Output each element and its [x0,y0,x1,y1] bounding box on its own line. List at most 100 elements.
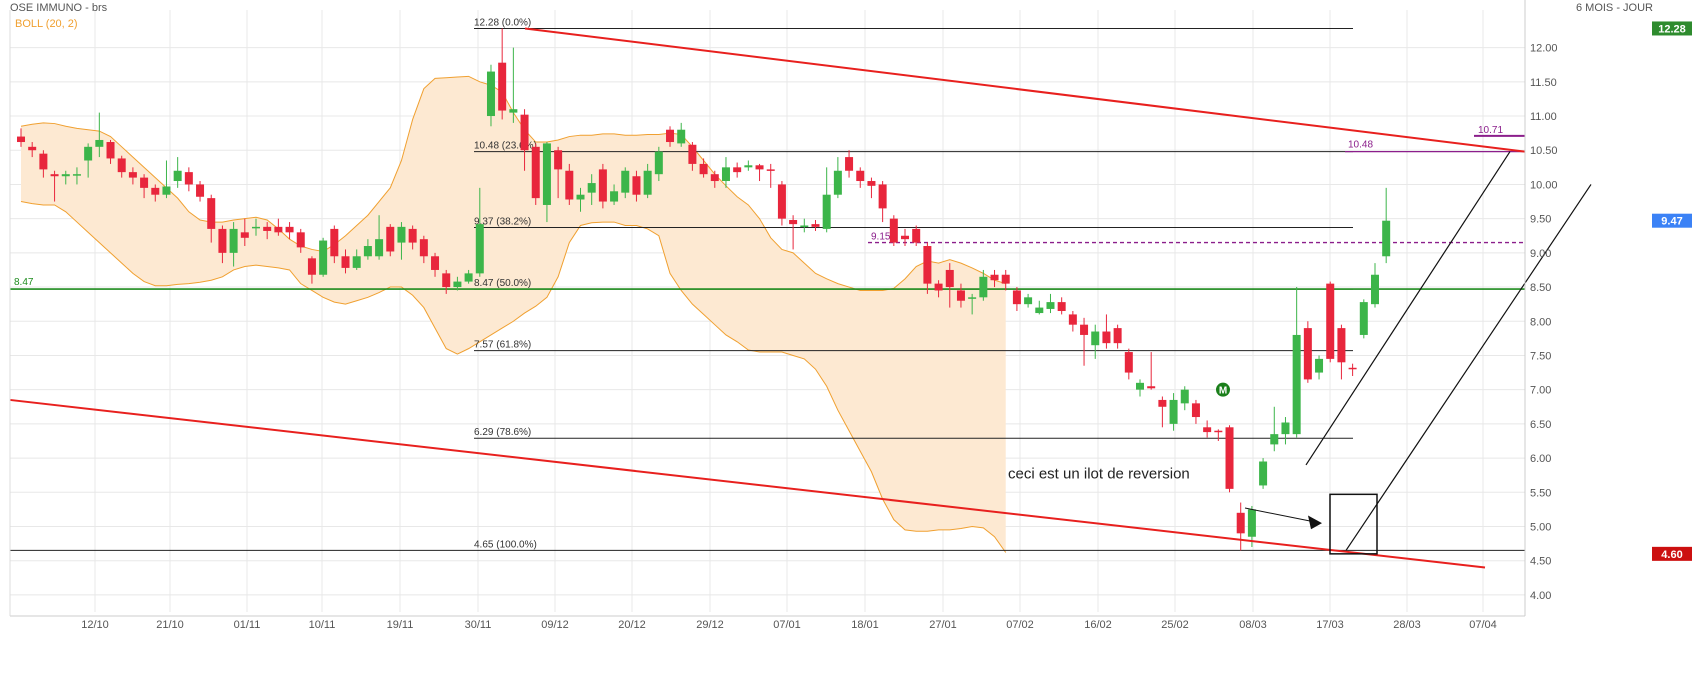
x-tick-label: 17/03 [1316,619,1344,631]
candle-body [677,129,686,144]
candle-body [621,170,630,193]
candle-body [173,170,182,182]
period-selector[interactable]: 6 MOIS - JOUR [1575,2,1653,14]
candle-body [833,170,842,195]
x-tick-label: 07/04 [1469,619,1497,631]
x-tick-label: 12/10 [81,619,109,631]
price-levels: 8.47 9.15 10.48 10.71 [10,125,1525,290]
candle-body [990,274,999,281]
candle-body [419,239,428,257]
candle-body [1236,512,1245,534]
x-tick-label: 28/03 [1393,619,1421,631]
y-tick-label: 7.00 [1530,385,1551,397]
y-tick-label: 9.50 [1530,214,1551,226]
signal-marker-label: M [1219,386,1227,397]
candle-body [576,194,585,200]
candle-body [945,269,954,288]
x-tick-label: 18/01 [851,619,879,631]
indicator-label: BOLL (20, 2) [15,18,78,30]
candle-body [1247,509,1256,537]
x-tick-label: 25/02 [1161,619,1189,631]
price-tag-low-label: 4.60 [1661,549,1682,561]
candle-body [498,62,507,111]
candle-body [1281,422,1290,435]
candle-body [610,191,619,202]
candle-body [453,281,462,288]
fib-label: 12.28 (0.0%) [474,17,531,28]
candle-body [285,226,294,233]
candle-body [845,157,854,171]
candle-body [1158,399,1167,407]
candle-body [822,194,831,229]
y-tick-label: 4.50 [1530,556,1551,568]
candle-body [889,218,898,243]
candle-body [1191,403,1200,418]
candle-body [375,239,384,257]
candle-body [643,170,652,195]
candle-body [1035,307,1044,314]
candle-body [1225,427,1234,489]
x-tick-label: 09/12 [541,619,569,631]
candle-body [531,146,540,199]
candle-body [956,290,965,301]
fib-label: 4.65 (100.0%) [474,539,537,550]
dashed-level-label: 9.15 [871,232,891,243]
candle-body [923,246,932,284]
x-tick-label: 07/02 [1006,619,1034,631]
candle-body [1214,430,1223,433]
candle-body [632,176,641,195]
fib-label: 9.37 (38.2%) [474,217,531,228]
candle-body [811,224,820,227]
candle-body [1169,399,1178,424]
candle-body [162,186,171,195]
y-tick-label: 9.00 [1530,248,1551,260]
candle-body [330,228,339,257]
candle-body [856,170,865,182]
candle-body [307,258,316,275]
axes: 4.00 4.50 5.00 5.50 6.00 6.50 7.00 7.50 8.00 8.50… [9,0,1692,631]
candle-body [979,276,988,298]
candle-body [1102,331,1111,344]
candle-body [352,256,361,268]
candle-body [789,220,798,225]
candle-body [431,256,440,270]
candle-body [666,129,675,143]
candle-body [296,232,305,248]
candle-body [733,167,742,173]
support-label: 8.47 [14,277,34,288]
candle-body [1113,328,1122,344]
candle-body [1180,389,1189,404]
candle-body [39,153,48,170]
candle-body [699,163,708,175]
candle-body [140,177,149,188]
x-tick-label: 16/02 [1084,619,1112,631]
candle-body [912,228,921,243]
candle-body [218,228,227,253]
channel-line-lower [1345,184,1592,551]
candle-body [1001,274,1010,284]
y-tick-label: 11.00 [1530,111,1557,123]
annotation-arrow [1244,507,1311,522]
candle-body [274,226,283,233]
candle-body [341,256,350,268]
candle-body [1124,352,1133,373]
bollinger-lower [20,201,1007,553]
y-tick-label: 5.00 [1530,521,1551,533]
candle-body [1203,427,1212,433]
candle-body [542,143,551,205]
candle-body [1012,290,1021,305]
candle-body [50,174,59,177]
candle-body [263,226,272,231]
candle-body [1136,382,1144,390]
candle-body [319,240,328,275]
signal-marker [1216,382,1230,397]
lower-trendline [9,398,1486,569]
candle-body [486,71,495,117]
candle-body [565,170,574,200]
candle-body [766,169,775,171]
candle-body [554,150,563,170]
annotation-text: ceci est un ilot de reversion [1008,466,1190,483]
candle-body [408,228,417,243]
candle-body [17,136,25,143]
